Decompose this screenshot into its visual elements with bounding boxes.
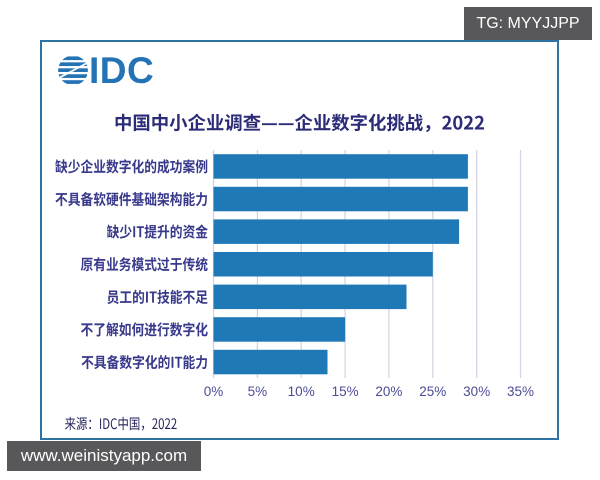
svg-text:20%: 20% <box>375 384 402 399</box>
svg-text:IDC: IDC <box>89 50 154 91</box>
svg-text:30%: 30% <box>463 384 490 399</box>
svg-text:25%: 25% <box>419 384 446 399</box>
svg-text:35%: 35% <box>507 384 534 399</box>
svg-text:0%: 0% <box>204 384 224 399</box>
svg-text:10%: 10% <box>288 384 315 399</box>
svg-text:5%: 5% <box>248 384 268 399</box>
svg-text:15%: 15% <box>332 384 359 399</box>
